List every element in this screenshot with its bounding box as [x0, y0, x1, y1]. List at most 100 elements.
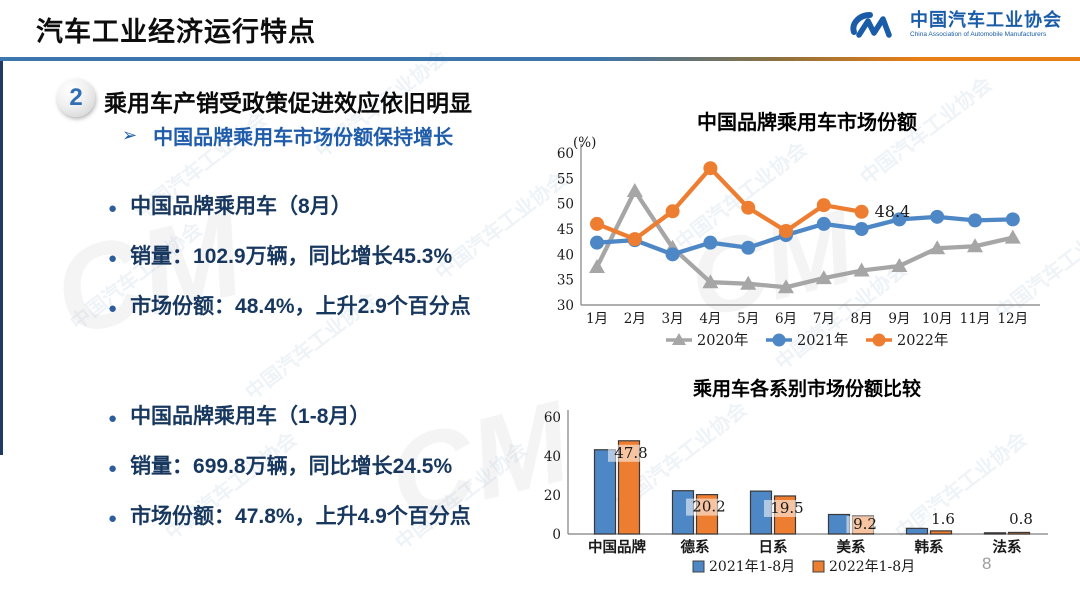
data-point-marker: [816, 216, 831, 231]
bar-label-bg: [924, 511, 962, 528]
x-tick-label: 4月: [699, 311, 721, 327]
bullet-text: 市场份额：47.8%，上升4.9个百分点: [130, 505, 471, 528]
bar: [827, 513, 851, 535]
x-tick-label: 12月: [997, 311, 1028, 327]
section-heading: 乘用车产销受政策促进效应依旧明显: [104, 90, 472, 116]
section-subheading: ➢ 中国品牌乘用车市场份额保持增长: [122, 121, 453, 150]
legend-label: 2021年: [797, 332, 848, 349]
bullet-icon: ●: [108, 250, 118, 267]
y-tick-label: 55: [557, 171, 574, 187]
data-point-marker: [1005, 212, 1020, 227]
bar-label: 20.2: [692, 498, 725, 516]
legend-swatch: [692, 560, 705, 573]
header-divider: [0, 57, 1080, 61]
bar-chart-title: 乘用车各系别市场份额比较: [692, 379, 921, 400]
bar-label: 1.6: [931, 510, 955, 528]
y-tick-label: 45: [557, 222, 574, 238]
x-tick-label: 7月: [813, 311, 835, 327]
x-tick-label: 11月: [960, 311, 991, 327]
bar: [983, 532, 1007, 535]
page-number: 8: [982, 554, 992, 573]
list-item: ● 市场份额：47.8%，上升4.9个百分点: [108, 502, 471, 533]
x-tick-label: 1月: [586, 311, 608, 327]
data-point-marker: [741, 240, 756, 255]
data-point-marker: [815, 270, 832, 285]
data-point-marker: [741, 200, 756, 215]
legend-label: 2022年: [897, 332, 948, 349]
data-point-marker: [816, 198, 831, 213]
data-point-marker: [779, 224, 793, 239]
x-tick-label: 2月: [624, 311, 646, 327]
bar: [593, 449, 617, 535]
data-point-marker: [703, 235, 718, 250]
y-tick-label: 30: [557, 298, 574, 314]
data-point-marker: [891, 257, 908, 272]
x-tick-label: 8月: [851, 311, 873, 327]
line-chart-title: 中国品牌乘用车市场份额: [697, 112, 917, 134]
bar-label-bg: [1002, 511, 1040, 528]
y-tick-label: 50: [557, 197, 574, 213]
data-point-marker: [626, 183, 643, 197]
arrow-icon: ➢: [122, 125, 138, 145]
bar-label-bg: [846, 516, 884, 534]
bar-label: 0.8: [1009, 510, 1033, 528]
bar-chart-svg: 0 20 40 60 中国品牌 德系 日系 美系 韩系 法系 47.8 20.2 19.5 9.2 1.6 0…: [544, 410, 1048, 575]
y-tick-label: 60: [557, 146, 574, 162]
bullet-icon: ●: [108, 460, 118, 477]
bullet-list-august: ● 中国品牌乘用车（8月） ● 销量：102.9万辆，同比增长45.3% ● 市…: [108, 192, 471, 342]
bullet-icon: ●: [108, 510, 118, 527]
list-item: ● 中国品牌乘用车（1-8月）: [108, 402, 471, 433]
bar-label-bg: [608, 444, 654, 462]
bullet-icon: ●: [108, 410, 118, 427]
legend-swatch: [812, 560, 825, 573]
page-title: 汽车工业经济运行特点: [36, 17, 316, 47]
data-point-marker: [930, 209, 945, 224]
bullet-text: 市场份额：48.4%，上升2.9个百分点: [130, 295, 471, 318]
data-point-marker: [778, 279, 794, 294]
data-point-marker: [968, 213, 982, 228]
bullet-text: 中国品牌乘用车（8月）: [130, 195, 352, 218]
x-tick-label: 3月: [662, 311, 684, 327]
y-tick-label: 0: [552, 527, 561, 543]
left-edge-strip: [0, 61, 3, 455]
data-point-marker: [854, 204, 869, 219]
logo-text-block: 中国汽车工业协会 China Association of Automobile…: [910, 11, 1062, 39]
legend-marker: [672, 333, 686, 345]
bar-label: 19.5: [770, 499, 803, 517]
data-point-marker: [590, 216, 604, 231]
org-logo: 中国汽车工业协会 China Association of Automobile…: [845, 6, 1062, 44]
legend-label: 2022年1-8月: [829, 559, 915, 575]
data-point-marker: [702, 274, 719, 289]
bullet-icon: ●: [108, 300, 118, 317]
legend-label: 2020年: [697, 332, 748, 349]
line-chart-market-share: 中国品牌乘用车市场份额 30 35 40 45 50 55 60 (%) 1月 2月 3月 4月 5月 6…: [543, 106, 1071, 355]
series-line-2022年: [594, 166, 864, 242]
data-point-marker: [590, 235, 604, 250]
x-tick-label: 美系: [837, 538, 866, 556]
x-tick-label: 10月: [922, 311, 953, 327]
x-tick-label: 法系: [993, 538, 1022, 556]
bar: [905, 527, 929, 535]
bullet-list-jan-aug: ● 中国品牌乘用车（1-8月） ● 销量：699.8万辆，同比增长24.5% ●…: [108, 402, 471, 552]
bar-label-bg: [764, 499, 810, 517]
y-tick-label: 40: [557, 247, 574, 263]
bullet-text: 销量：699.8万辆，同比增长24.5%: [130, 455, 453, 478]
bar: [1007, 531, 1031, 535]
y-unit-label: (%): [573, 136, 596, 151]
data-point-marker: [929, 240, 946, 255]
series-line-2020年: [594, 188, 1015, 290]
x-tick-label: 中国品牌: [588, 538, 646, 556]
data-point-marker: [853, 262, 870, 277]
data-point-marker: [665, 247, 680, 262]
list-item: ● 销量：699.8万辆，同比增长24.5%: [108, 452, 471, 483]
bar-chart-brand-comparison: 乘用车各系别市场份额比较 0 20 40 60 中国品牌 德系 日系 美系 韩系 法系 47.8 20…: [543, 374, 1071, 604]
legend-label: 2021年1-8月: [709, 559, 795, 575]
data-point-marker: [1004, 229, 1021, 244]
data-point-marker: [854, 222, 869, 236]
bullet-icon: ●: [108, 200, 118, 217]
y-tick-label: 35: [557, 273, 574, 289]
data-point-marker: [703, 161, 718, 176]
data-point-marker: [892, 212, 907, 227]
data-point-marker: [665, 204, 680, 219]
